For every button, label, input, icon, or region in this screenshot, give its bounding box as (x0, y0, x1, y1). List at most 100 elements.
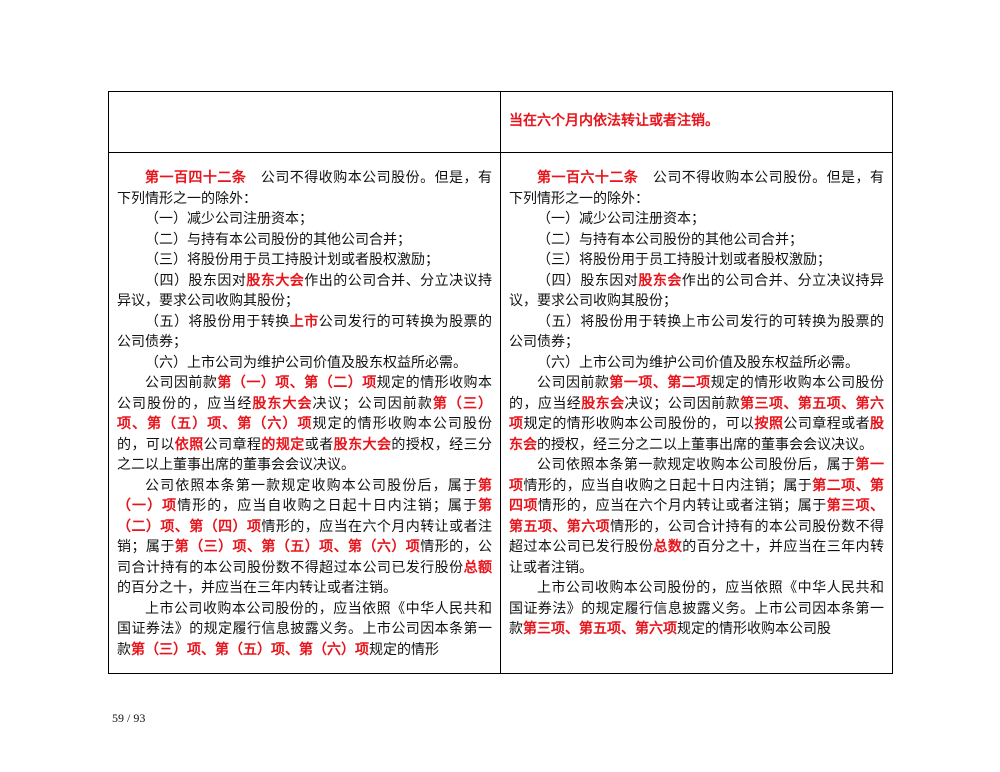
text-run: （三）将股份用于员工持股计划或者股权激励； (537, 253, 831, 268)
paragraph: 公司因前款第一项、第二项规定的情形收购本公司股份的，应当经股东会决议；公司因前款… (509, 374, 884, 456)
highlighted-text: 股东会 (638, 273, 682, 289)
paragraph: （六）上市公司为维护公司价值及股东权益所必需。 (117, 354, 492, 375)
highlighted-text: 依照 (174, 437, 204, 453)
paragraph: （二）与持有本公司股份的其他公司合并； (117, 231, 492, 252)
highlighted-text: 第（一）项 (117, 478, 492, 515)
text-run: 规定的情形收购本公司股 (677, 622, 831, 637)
paragraph: （一）减少公司注册资本； (117, 210, 492, 231)
cell-content: 第一百六十二条 公司不得收购本公司股份。但是，有下列情形之一的除外： （一）减少公… (509, 153, 884, 673)
paragraph: （一）减少公司注册资本； (509, 210, 884, 231)
text-run: 情形的，应当自收购之日起十日内注销；属于 (177, 499, 479, 514)
text-run: 上市公司收购本公司股份的，应当依照《中华人民共和国证券法》的规定履行信息披露义务… (509, 581, 884, 637)
text-run: 公司不得收购本公司股份。但是，有下列情形之一的除外： (117, 171, 492, 207)
text-run: 规定的情形收购本公司股份的，应当经 (509, 376, 884, 412)
text-run: 情形的，应当在六个月内转让或者注销；属于 (537, 499, 827, 514)
paragraph: 第一百四十二条 公司不得收购本公司股份。但是，有下列情形之一的除外： (117, 169, 492, 210)
highlighted-text: 第一项 (509, 458, 884, 494)
highlighted-text: 股东大会 (333, 437, 392, 453)
text-run: 公司因前款 (145, 376, 218, 391)
highlighted-text: 第（二）项、第（四）项 (117, 499, 492, 535)
text-run: 的授权，经三分之二以上董事出席的董事会会议决议。 (537, 437, 873, 453)
paragraph: 公司因前款第（一）项、第（二）项规定的情形收购本公司股份的，应当经股东大会决议；… (117, 374, 492, 477)
text-run: 公司依照本条第一款规定收购本公司股份后，属于 (145, 478, 478, 494)
text-run: 规定的情形收购本公司股份的，可以 (523, 417, 755, 432)
text-run: 作出的公司合并、分立决议持异议，要求公司收购其股份； (509, 273, 884, 310)
highlighted-text: 第二项、第四项 (509, 478, 884, 515)
highlighted-text: 按照 (754, 417, 784, 432)
text-run: （一）减少公司注册资本； (537, 212, 705, 227)
text-run: 公司章程或者 (783, 417, 871, 432)
text-run: （四）股东因对 (537, 273, 639, 289)
text-run: （三）将股份用于员工持股计划或者股权激励； (145, 253, 439, 268)
comparison-table: 当在六个月内依法转让或者注销。第一百四十二条 公司不得收购本公司股份。但是，有下… (108, 91, 893, 674)
paragraph: （三）将股份用于员工持股计划或者股权激励； (509, 251, 884, 272)
text-run: 或者 (304, 437, 334, 453)
table-row: 第一百四十二条 公司不得收购本公司股份。但是，有下列情形之一的除外： （一）减少公… (108, 152, 893, 674)
text-run: 决议；公司因前款 (312, 396, 433, 412)
highlighted-text: 第（一）项、第（二）项 (217, 376, 377, 391)
text-run: （五）将股份用于转换 (145, 314, 290, 330)
page-number: 59 / 93 (112, 711, 146, 725)
text-run: 规定的情形收购本公司股份的，应当经 (117, 376, 492, 412)
text-run: 的百分之十，并应当在三年内转让或者注销。 (117, 581, 397, 596)
highlighted-text: 股东大会 (246, 273, 305, 289)
text-run: 公司发行的可转换为股票的公司债券； (117, 314, 492, 351)
highlighted-text: 总数 (653, 540, 683, 555)
highlighted-text: 第三项、第五项、第六项 (523, 622, 677, 637)
paragraph: （五）将股份用于转换上市公司发行的可转换为股票的公司债券； (117, 313, 492, 354)
text-run: （六）上市公司为维护公司价值及股东权益所必需。 (537, 355, 859, 371)
text-run: 上市公司收购本公司股份的，应当依照《中华人民共和国证券法》的规定履行信息披露义务… (117, 601, 492, 658)
highlighted-text: 第一项、第二项 (609, 376, 711, 391)
highlighted-text: 第三项、第五项、第六项 (509, 499, 884, 535)
cell-content: 第一百四十二条 公司不得收购本公司股份。但是，有下列情形之一的除外： （一）减少公… (117, 153, 492, 673)
text-run: 情形的，公司合计持有的本公司股份数不得超过本公司已发行股份 (509, 519, 884, 556)
text-run: 公司依照本条第一款规定收购本公司股份后，属于 (537, 458, 856, 473)
paragraph: 公司依照本条第一款规定收购本公司股份后，属于第一项情形的，应当自收购之日起十日内… (509, 456, 884, 579)
highlighted-text: 股东会 (581, 396, 625, 412)
paragraph: （五）将股份用于转换上市公司发行的可转换为股票的公司债券； (509, 313, 884, 354)
text-run: （一）减少公司注册资本； (145, 212, 313, 227)
text-run: 情形的，应当在六个月内转让或者注销；属于 (117, 519, 492, 556)
highlighted-text: 第一百四十二条 (145, 171, 247, 186)
paragraph: （四）股东因对股东会作出的公司合并、分立决议持异议，要求公司收购其股份； (509, 272, 884, 313)
paragraph: （四）股东因对股东大会作出的公司合并、分立决议持异议，要求公司收购其股份； (117, 272, 492, 313)
table-cell (108, 91, 501, 153)
highlighted-text: 当在六个月内依法转让或者注销。 (509, 113, 719, 129)
cell-content: 当在六个月内依法转让或者注销。 (509, 112, 884, 133)
text-run: （五）将股份用于转换上市公司发行的可转换为股票的公司债券； (509, 314, 884, 351)
text-run: （六）上市公司为维护公司价值及股东权益所必需。 (145, 355, 467, 371)
highlighted-text: 第三项、第五项、第六项 (509, 396, 884, 433)
text-run: 规定的情形收购本公司股份的，可以 (117, 417, 492, 453)
highlighted-text: 股东会 (509, 417, 884, 453)
text-run: 的授权，经三分之二以上董事出席的董事会会议决议。 (117, 437, 492, 474)
table-body: 当在六个月内依法转让或者注销。第一百四十二条 公司不得收购本公司股份。但是，有下… (108, 91, 893, 674)
text-run: 的百分之十，并应当在三年内转让或者注销。 (509, 540, 884, 576)
table-cell: 第一百四十二条 公司不得收购本公司股份。但是，有下列情形之一的除外： （一）减少公… (108, 152, 501, 674)
table-cell: 当在六个月内依法转让或者注销。 (500, 91, 893, 153)
text-run: 规定的情形 (369, 642, 439, 658)
text-run: （二）与持有本公司股份的其他公司合并； (145, 232, 411, 248)
paragraph: 当在六个月内依法转让或者注销。 (509, 112, 884, 133)
paragraph: 第一百六十二条 公司不得收购本公司股份。但是，有下列情形之一的除外： (509, 169, 884, 210)
highlighted-text: 股东大会 (252, 396, 313, 412)
paragraph: 上市公司收购本公司股份的，应当依照《中华人民共和国证券法》的规定履行信息披露义务… (509, 579, 884, 641)
text-run: 决议；公司因前款 (624, 396, 741, 412)
paragraph: 公司依照本条第一款规定收购本公司股份后，属于第（一）项情形的，应当自收购之日起十… (117, 477, 492, 600)
highlighted-text: 的规定 (261, 437, 305, 453)
text-run: （四）股东因对 (145, 273, 247, 289)
text-run: 公司章程 (203, 437, 262, 453)
text-run: 情形的，公司合计持有的本公司股份数不得超过本公司已发行股份 (117, 540, 492, 576)
text-run: 情形的，应当自收购之日起十日内注销；属于 (523, 478, 813, 494)
text-run: （二）与持有本公司股份的其他公司合并； (537, 232, 803, 248)
highlighted-text: 第一百六十二条 (537, 171, 639, 186)
text-run: 作出的公司合并、分立决议持异议，要求公司收购其股份； (117, 273, 492, 310)
text-run: 公司不得收购本公司股份。但是，有下列情形之一的除外： (509, 171, 884, 207)
table-cell: 第一百六十二条 公司不得收购本公司股份。但是，有下列情形之一的除外： （一）减少公… (500, 152, 893, 674)
paragraph: （三）将股份用于员工持股计划或者股权激励； (117, 251, 492, 272)
text-run: 公司因前款 (537, 376, 610, 391)
highlighted-text: 上市 (289, 314, 319, 330)
paragraph: 上市公司收购本公司股份的，应当依照《中华人民共和国证券法》的规定履行信息披露义务… (117, 600, 492, 662)
highlighted-text: 第（三）项、第（五）项、第（六）项 (131, 642, 369, 658)
paragraph: （二）与持有本公司股份的其他公司合并； (509, 231, 884, 252)
